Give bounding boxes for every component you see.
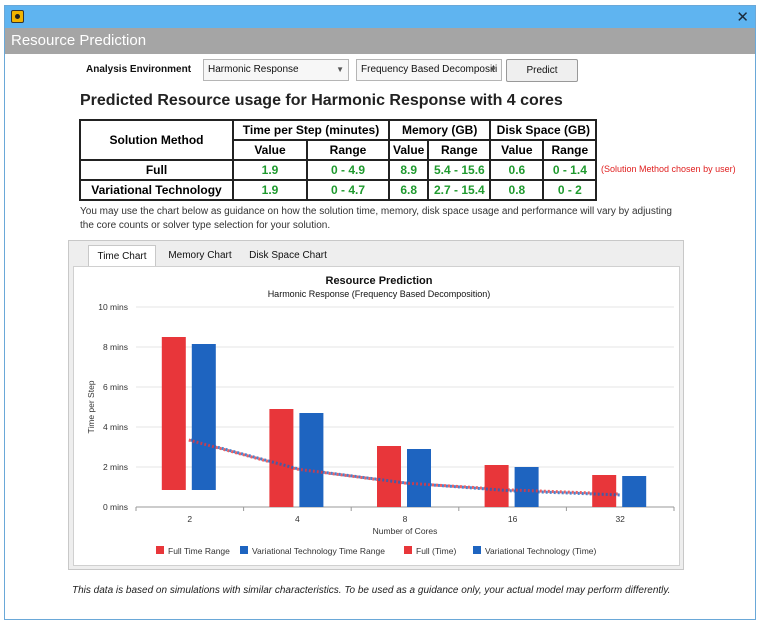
- y-tick-label: 2 mins: [103, 462, 128, 472]
- solution-method-value: Frequency Based Decompositi: [361, 64, 498, 75]
- disclaimer-text: This data is based on simulations with s…: [72, 585, 671, 596]
- full-range-bar: [592, 475, 617, 507]
- table-row: Variational Technology 1.9 0 - 4.7 6.8 2…: [79, 179, 598, 201]
- legend-label: Variational Technology Time Range: [252, 546, 385, 556]
- header-range: Range: [427, 139, 492, 161]
- row-method: Variational Technology: [79, 179, 234, 201]
- header-value: Value: [232, 139, 308, 161]
- guidance-text: You may use the chart below as guidance …: [80, 206, 672, 231]
- disk-range: 0 - 1.4: [542, 159, 598, 181]
- tab-memory-chart[interactable]: Memory Chart: [168, 250, 232, 261]
- tab-disk-space-chart[interactable]: Disk Space Chart: [249, 250, 327, 261]
- y-tick-label: 8 mins: [103, 342, 128, 352]
- header-solution-method: Solution Method: [79, 119, 234, 161]
- vt-range-bar: [514, 467, 539, 507]
- predict-button[interactable]: Predict: [506, 59, 578, 82]
- y-tick-label: 4 mins: [103, 422, 128, 432]
- x-tick-label: 2: [187, 514, 192, 524]
- full-range-bar: [161, 337, 186, 490]
- header-value: Value: [387, 139, 430, 161]
- y-tick-label: 6 mins: [103, 382, 128, 392]
- memory-value: 8.9: [387, 159, 430, 181]
- memory-value: 6.8: [387, 179, 430, 201]
- window-title: Resource Prediction: [5, 28, 755, 54]
- time-range: 0 - 4.9: [306, 159, 390, 181]
- vt-range-bar: [299, 413, 324, 507]
- time-chart: Resource Prediction Harmonic Response (Fr…: [86, 275, 675, 556]
- close-icon[interactable]: ✕: [736, 9, 749, 26]
- chart-subtitle: Harmonic Response (Frequency Based Decom…: [268, 289, 491, 299]
- disk-value: 0.6: [489, 159, 545, 181]
- legend-swatch: [404, 546, 412, 554]
- x-tick-label: 4: [295, 514, 300, 524]
- legend-swatch: [473, 546, 481, 554]
- header-range: Range: [542, 139, 598, 161]
- x-tick-label: 8: [403, 514, 408, 524]
- time-value: 1.9: [232, 159, 308, 181]
- solution-method-select[interactable]: Frequency Based Decompositi ▼: [356, 59, 502, 81]
- app-icon: [11, 10, 24, 23]
- disk-value: 0.8: [489, 179, 545, 201]
- legend-label: Full (Time): [416, 546, 456, 556]
- x-axis-title: Number of Cores: [373, 526, 438, 536]
- analysis-environment-value: Harmonic Response: [208, 64, 299, 75]
- x-tick-label: 32: [615, 514, 625, 524]
- header-value: Value: [489, 139, 545, 161]
- legend-swatch: [156, 546, 164, 554]
- legend-swatch: [240, 546, 248, 554]
- x-tick-label: 16: [508, 514, 518, 524]
- tab-time-chart[interactable]: Time Chart: [88, 245, 156, 267]
- chart-title: Resource Prediction: [326, 275, 433, 287]
- chevron-down-icon: ▼: [489, 65, 497, 74]
- header-disk: Disk Space (GB): [489, 119, 598, 141]
- legend-label: Variational Technology (Time): [485, 546, 597, 556]
- full-range-bar: [269, 409, 294, 507]
- time-value: 1.9: [232, 179, 308, 201]
- chosen-method-note: (Solution Method chosen by user): [601, 164, 736, 174]
- y-axis-title: Time per Step: [86, 380, 96, 433]
- resource-table: Solution Method Time per Step (minutes) …: [79, 119, 598, 201]
- header-time: Time per Step (minutes): [232, 119, 390, 141]
- chevron-down-icon: ▼: [336, 65, 344, 74]
- y-tick-label: 10 mins: [98, 302, 128, 312]
- row-method: Full: [79, 159, 234, 181]
- full-range-bar: [484, 465, 509, 507]
- vt-range-bar: [191, 344, 216, 490]
- header-range: Range: [306, 139, 390, 161]
- memory-range: 5.4 - 15.6: [427, 159, 492, 181]
- legend-label: Full Time Range: [168, 546, 230, 556]
- analysis-environment-label: Analysis Environment: [86, 64, 192, 75]
- chart-area: Resource Prediction Harmonic Response (Fr…: [73, 266, 680, 566]
- title-bar: ✕: [5, 6, 755, 28]
- page-headline: Predicted Resource usage for Harmonic Re…: [80, 92, 563, 109]
- header-memory: Memory (GB): [387, 119, 492, 141]
- memory-range: 2.7 - 15.4: [427, 179, 492, 201]
- full-range-bar: [377, 446, 401, 507]
- time-range: 0 - 4.7: [306, 179, 390, 201]
- disk-range: 0 - 2: [542, 179, 598, 201]
- vt-range-bar: [407, 449, 431, 507]
- vt-range-bar: [622, 476, 647, 507]
- analysis-environment-select[interactable]: Harmonic Response ▼: [203, 59, 349, 81]
- table-row: Full 1.9 0 - 4.9 8.9 5.4 - 15.6 0.6 0 - …: [79, 159, 598, 181]
- y-tick-label: 0 mins: [103, 502, 128, 512]
